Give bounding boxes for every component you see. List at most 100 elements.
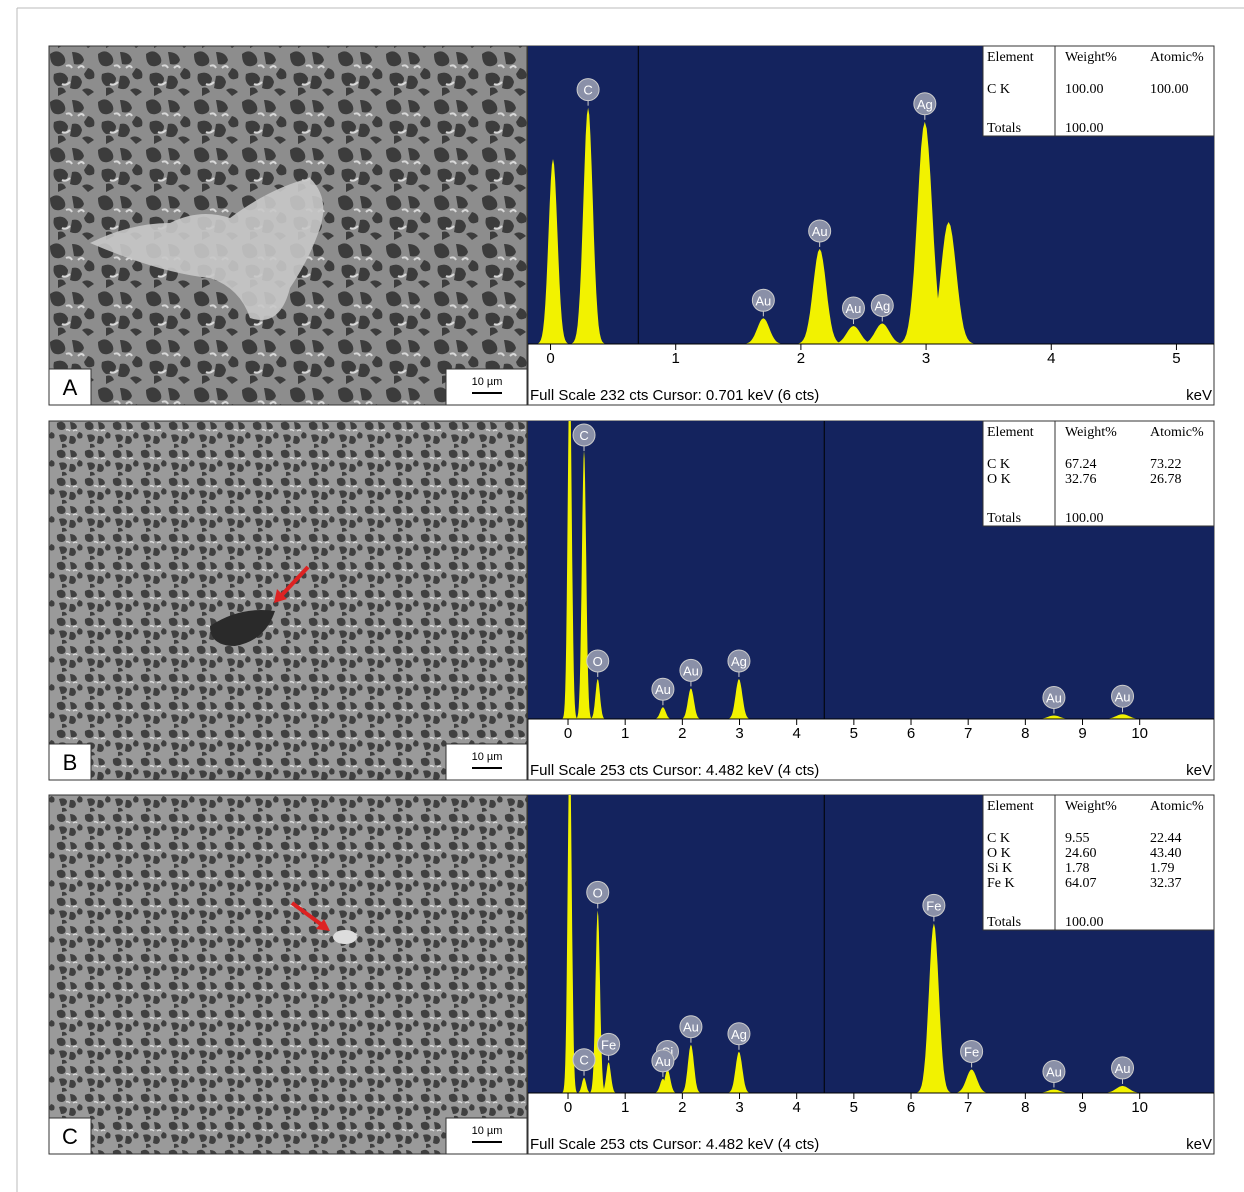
spectrum-footer: Full Scale 232 cts Cursor: 0.701 keV (6 … — [530, 387, 819, 404]
x-tick-label: 8 — [1021, 1099, 1029, 1116]
spectrum-footer: Full Scale 253 cts Cursor: 4.482 keV (4 … — [530, 1136, 819, 1153]
table-header: Weight% — [1065, 50, 1117, 65]
table-header: Atomic% — [1150, 799, 1204, 814]
table-cell: O K — [987, 472, 1011, 487]
table-cell: C K — [987, 82, 1010, 97]
table-cell: 24.60 — [1065, 846, 1097, 861]
x-tick-label: 2 — [797, 350, 805, 367]
x-tick-label: 5 — [850, 725, 858, 742]
scale-box — [445, 1117, 528, 1155]
peak-label: Au — [812, 224, 828, 239]
x-tick-label: 3 — [735, 1099, 743, 1116]
x-tick-label: 4 — [1047, 350, 1055, 367]
panel: B 10 µm C O Au Au Ag Au Au 0 1 2 3 4 5 6 7 8 9 10 Full Scale… — [48, 420, 1215, 781]
sem-image — [48, 420, 528, 781]
peak-label: Au — [1046, 1064, 1062, 1079]
peak-label: Fe — [601, 1037, 616, 1052]
peak — [575, 1077, 593, 1093]
peak-label: C — [579, 428, 588, 443]
peak — [588, 679, 607, 719]
x-tick-label: 7 — [964, 1099, 972, 1116]
x-tick-label: 9 — [1078, 725, 1086, 742]
peak-label: Au — [846, 301, 862, 316]
peak — [895, 121, 955, 344]
peaks — [561, 795, 1149, 1093]
table-cell: 100.00 — [1150, 82, 1189, 97]
peak-label: Au — [655, 682, 671, 697]
peak-label: Au — [1115, 1061, 1131, 1076]
peak-label: Fe — [926, 898, 941, 913]
composition-table: Element Weight% Atomic% C K 9.55 22.44 O K 24.6… — [982, 794, 1215, 931]
x-tick-label: 6 — [907, 725, 915, 742]
peak — [1096, 714, 1149, 719]
x-tick-label: 1 — [672, 350, 680, 367]
peak — [561, 421, 578, 719]
sem-image — [48, 794, 528, 1155]
peak — [679, 688, 703, 719]
table-header: Element — [987, 425, 1034, 440]
arrow-head — [316, 919, 330, 931]
x-tick-label: 5 — [850, 1099, 858, 1116]
scale-bar-label: 10 µm — [472, 376, 503, 388]
letter-box — [48, 743, 92, 781]
table-cell: C K — [987, 831, 1010, 846]
composition-table: Element Weight% Atomic% C K 100.00 100.00 Tota… — [982, 45, 1215, 137]
peak — [918, 222, 979, 344]
x-tick-label: 6 — [907, 1099, 915, 1116]
x-tick-label: 0 — [564, 1099, 572, 1116]
table-cell: 73.22 — [1150, 457, 1182, 472]
letter-box — [48, 368, 92, 406]
peak — [561, 795, 578, 1093]
table-header: Element — [987, 799, 1034, 814]
x-tick-label: 2 — [678, 725, 686, 742]
letter-box — [48, 1117, 92, 1155]
peak — [1096, 1085, 1149, 1093]
panels: A 10 µm C Au Au Au Ag Ag 0 1 2 3 4 5 Full Scale 232 ct… — [48, 45, 1215, 1155]
peak — [535, 159, 571, 344]
x-tick-label: 1 — [621, 1099, 629, 1116]
peak-label: Ag — [874, 298, 890, 313]
table-cell: 64.07 — [1065, 876, 1097, 891]
peak — [914, 923, 954, 1093]
panel-letter: C — [62, 1124, 78, 1149]
peak — [599, 1062, 618, 1093]
table-total: Totals — [987, 121, 1021, 136]
peak — [1030, 715, 1078, 719]
peak — [739, 318, 788, 344]
table-header: Atomic% — [1150, 50, 1204, 65]
peak — [588, 910, 607, 1093]
table-box — [982, 794, 1215, 931]
peak-label: Au — [1115, 689, 1131, 704]
table-box — [982, 420, 1215, 527]
x-tick-label: 0 — [564, 725, 572, 742]
table-cell: O K — [987, 846, 1011, 861]
peak-label: O — [593, 654, 603, 669]
x-tick-label: 3 — [735, 725, 743, 742]
peak — [575, 450, 593, 719]
table-cell: 32.76 — [1065, 472, 1097, 487]
peak — [569, 107, 607, 344]
peak — [651, 1078, 674, 1093]
peak — [793, 248, 846, 344]
peak — [1030, 1089, 1078, 1093]
x-tick-label: 10 — [1131, 1099, 1148, 1116]
x-unit: keV — [1186, 1136, 1212, 1153]
composition-table: Element Weight% Atomic% C K 67.24 73.22 O K 32.… — [982, 420, 1215, 527]
scale-bar-label: 10 µm — [472, 1125, 503, 1137]
peak-label: Ag — [731, 654, 747, 669]
panel: A 10 µm C Au Au Au Ag Ag 0 1 2 3 4 5 Full Scale 232 ct… — [48, 45, 1215, 406]
peak — [651, 707, 674, 719]
x-tick-label: 4 — [793, 1099, 801, 1116]
table-cell: Si K — [987, 861, 1012, 876]
x-tick-label: 2 — [678, 1099, 686, 1116]
table-header: Element — [987, 50, 1034, 65]
peak — [679, 1044, 703, 1093]
peak-label: Ag — [917, 97, 933, 112]
x-tick-label: 1 — [621, 725, 629, 742]
scale-box — [445, 368, 528, 406]
table-total: 100.00 — [1065, 121, 1104, 136]
panel-letter: A — [63, 375, 78, 400]
peak-label: Au — [1046, 690, 1062, 705]
peak — [950, 1069, 993, 1093]
